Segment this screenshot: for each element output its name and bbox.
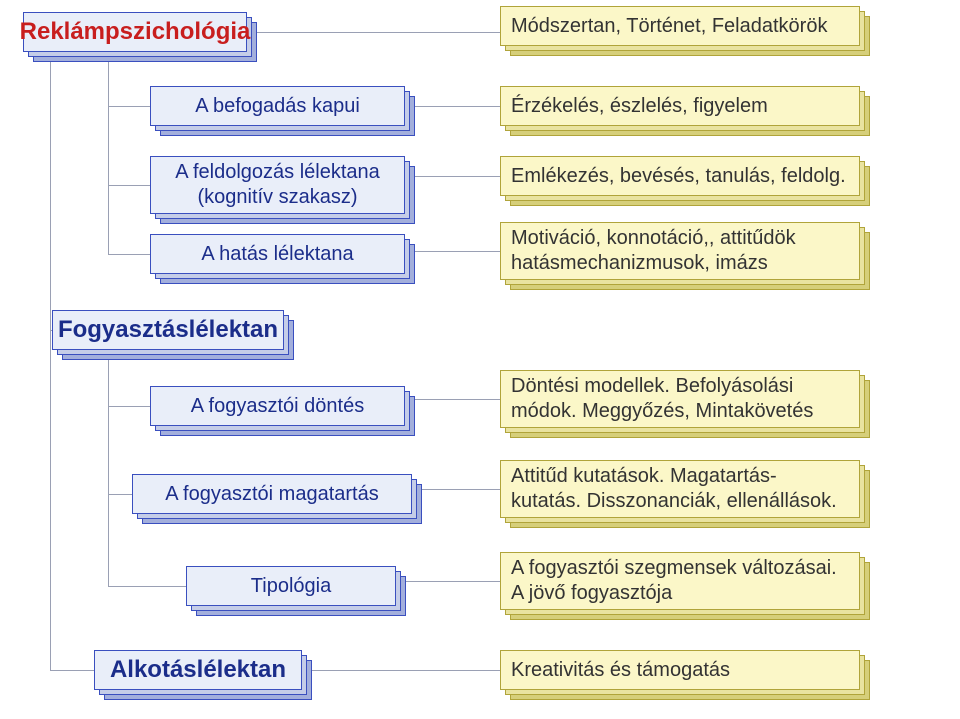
connector-h (247, 32, 500, 33)
node-label: Emlékezés, bevésés, tanulás, feldolg. (511, 164, 846, 189)
node-label: Kreativitás és támogatás (511, 658, 730, 683)
node-label: A feldolgozás lélektana (kognitív szakas… (175, 160, 380, 210)
connector-h (412, 489, 500, 490)
node-label: A fogyasztói szegmensek változásai. A jö… (511, 556, 837, 606)
node-label: Reklámpszichológia (20, 17, 251, 47)
node-erzekeles: Érzékelés, észlelés, figyelem (500, 86, 860, 126)
node-label: Attitűd kutatások. Magatartás- kutatás. … (511, 464, 837, 514)
node-label: A fogyasztói döntés (191, 394, 364, 419)
connector-v (108, 350, 109, 586)
node-label: A hatás lélektana (201, 242, 353, 267)
node-tipologia: Tipológia (186, 566, 396, 606)
node-label: Tipológia (251, 574, 331, 599)
node-label: A befogadás kapui (195, 94, 360, 119)
connector-h (405, 176, 500, 177)
node-dontes: A fogyasztói döntés (150, 386, 405, 426)
node-alkot-sl-lektan: Alkotáslélektan (94, 650, 302, 690)
node-befogadas: A befogadás kapui (150, 86, 405, 126)
connector-h (50, 670, 94, 671)
connector-h (405, 106, 500, 107)
connector-h (108, 106, 150, 107)
connector-h (108, 254, 150, 255)
connector-v (108, 52, 109, 254)
node-feldolgozas: A feldolgozás lélektana (kognitív szakas… (150, 156, 405, 214)
node-label: Alkotáslélektan (110, 655, 286, 685)
node-label: Motiváció, konnotáció,, attitűdök hatásm… (511, 226, 796, 276)
connector-h (108, 586, 186, 587)
node-emlekezes: Emlékezés, bevésés, tanulás, feldolg. (500, 156, 860, 196)
connector-h (108, 185, 150, 186)
node-label: A fogyasztói magatartás (165, 482, 378, 507)
connector-h (405, 399, 500, 400)
connector-h (405, 251, 500, 252)
node-label: Döntési modellek. Befolyásolási módok. M… (511, 374, 813, 424)
node-rekl-mpszichol-gia: Reklámpszichológia (23, 12, 247, 52)
connector-h (108, 494, 132, 495)
connector-h (396, 581, 500, 582)
connector-v (50, 52, 51, 670)
node-magatartas: A fogyasztói magatartás (132, 474, 412, 514)
node-szegmens: A fogyasztói szegmensek változásai. A jö… (500, 552, 860, 610)
node-hatas: A hatás lélektana (150, 234, 405, 274)
node-attitud: Attitűd kutatások. Magatartás- kutatás. … (500, 460, 860, 518)
node-kreativ: Kreativitás és támogatás (500, 650, 860, 690)
node-m-dszertan-t-rt-net-fela: Módszertan, Történet, Feladatkörök (500, 6, 860, 46)
connector-h (302, 670, 500, 671)
node-label: Fogyasztáslélektan (58, 315, 278, 345)
node-label: Érzékelés, észlelés, figyelem (511, 94, 768, 119)
node-fogyaszt-sl-lektan: Fogyasztáslélektan (52, 310, 284, 350)
connector-h (108, 406, 150, 407)
node-motivacio: Motiváció, konnotáció,, attitűdök hatásm… (500, 222, 860, 280)
node-dontesi: Döntési modellek. Befolyásolási módok. M… (500, 370, 860, 428)
node-label: Módszertan, Történet, Feladatkörök (511, 14, 827, 39)
